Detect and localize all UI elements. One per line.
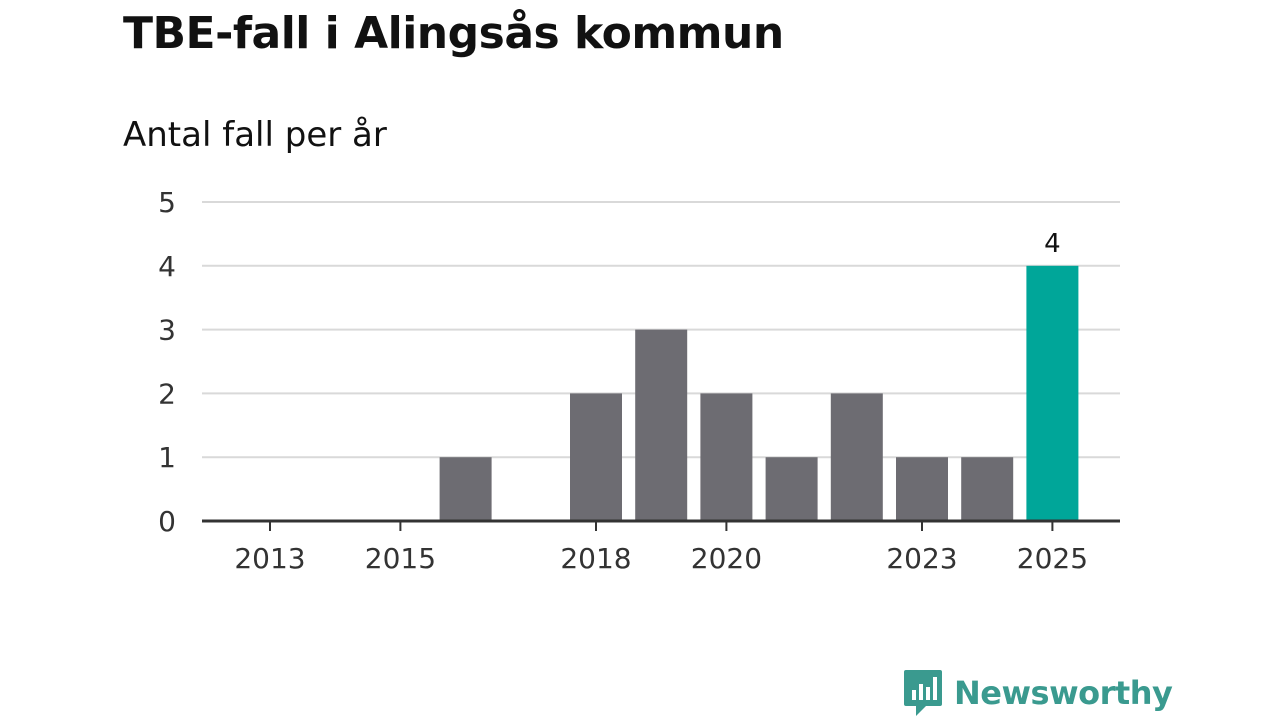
bar-2024 [961, 457, 1014, 521]
bar-2025 [1026, 265, 1079, 521]
chart-subtitle: Antal fall per år [123, 115, 387, 155]
x-tick-label-2025: 2025 [1017, 542, 1088, 575]
x-tick-label-2015: 2015 [365, 542, 436, 575]
y-tick-label-5: 5 [158, 186, 176, 219]
y-tick-label-2: 2 [158, 377, 176, 410]
bar-2016 [439, 457, 492, 521]
bar-2023 [896, 457, 948, 521]
x-tick-label-2023: 2023 [886, 542, 957, 575]
bar-2020 [700, 393, 753, 521]
bar-2018 [570, 393, 622, 521]
chart-title: TBE-fall i Alingsås kommun [123, 8, 784, 59]
x-tick-label-2018: 2018 [560, 542, 631, 575]
x-tick-label-2020: 2020 [691, 542, 762, 575]
brand-name: Newsworthy [954, 674, 1173, 712]
bar-2022 [830, 393, 883, 521]
y-tick-label-0: 0 [158, 505, 176, 538]
bar-2019 [635, 329, 688, 521]
x-tick-label-2013: 2013 [234, 542, 305, 575]
y-tick-label-3: 3 [158, 314, 176, 347]
bar-2021 [765, 457, 818, 521]
y-tick-label-1: 1 [158, 441, 176, 474]
y-tick-label-4: 4 [158, 250, 176, 283]
newsworthy-logo: Newsworthy [902, 668, 1173, 718]
data-label-2025: 4 [1044, 229, 1061, 259]
newsworthy-icon [904, 670, 942, 716]
